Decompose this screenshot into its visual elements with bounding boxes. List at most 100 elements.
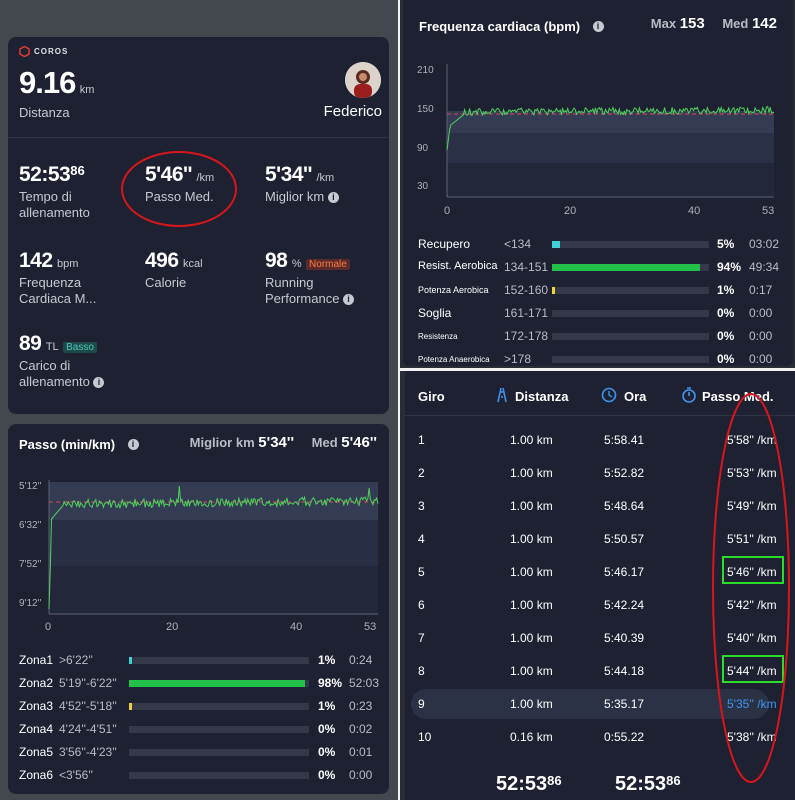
table-row[interactable]: 5 1.00 km 5:46.17 5'46'' /km <box>405 557 789 587</box>
green-box-annotation <box>722 655 784 683</box>
total-time-small: 86 <box>547 773 562 788</box>
pace-avg-label: Med <box>311 435 338 450</box>
right-panel-divider <box>400 368 795 371</box>
table-row[interactable]: 10 0.16 km 0:55.22 5'38'' /km <box>405 722 789 752</box>
performance-stat: 98 % Normale Running Performance i <box>265 249 375 307</box>
avatar[interactable] <box>345 62 381 98</box>
zone-bar-fill <box>552 287 555 294</box>
pace-header-stats: Miglior km 5'34'' Med 5'46'' <box>190 434 377 451</box>
lap-pace: 5'53'' /km <box>727 466 777 480</box>
hr-zone-row[interactable]: Resist. Aerobica 134-151 94% 49:34 <box>403 256 793 279</box>
info-icon[interactable]: i <box>127 439 139 451</box>
zone-name: Recupero <box>418 237 471 251</box>
zone-percent: 1% <box>717 283 735 297</box>
time-value-small: 86 <box>70 163 85 178</box>
hr-zones-list: Recupero <134 5% 03:02 Resist. Aerobica 134-… <box>403 233 793 366</box>
stopwatch-icon <box>682 387 696 403</box>
zone-bar <box>129 749 309 756</box>
pace-zone-row[interactable]: Zona4 4'24''-4'51'' 0% 0:02 <box>8 718 389 741</box>
lap-pace: 5'44'' /km <box>727 664 777 678</box>
hr-unit: bpm <box>57 258 79 270</box>
avg-pace-label: Passo Med. <box>145 189 214 204</box>
user-name: Federico <box>323 103 382 120</box>
lap-number: 3 <box>418 499 425 513</box>
zone-bar <box>552 333 709 340</box>
lap-number: 6 <box>418 598 425 612</box>
zone-percent: 0% <box>717 352 735 366</box>
col-time: Ora <box>624 389 647 404</box>
lap-time: 5:52.82 <box>604 466 645 480</box>
zone-percent: 5% <box>717 237 735 251</box>
zone-bar <box>129 703 309 710</box>
hr-zone-row[interactable]: Potenza Aerobica 152-160 1% 0:17 <box>403 279 793 302</box>
hr-zone-row[interactable]: Recupero <134 5% 03:02 <box>403 233 793 256</box>
pace-zone-band <box>49 566 378 614</box>
pace-zone-row[interactable]: Zona2 5'19''-6'22'' 98% 52:03 <box>8 672 389 695</box>
hr-y-tick: 30 <box>417 181 429 192</box>
hr-zone-row[interactable]: Soglia 161-171 0% 0:00 <box>403 302 793 325</box>
coros-logo-icon <box>19 46 30 57</box>
lap-distance: 1.00 km <box>510 499 553 513</box>
zone-range: <3'56'' <box>59 768 93 782</box>
hr-value: 142 <box>19 249 53 272</box>
lap-pace: 5'38'' /km <box>727 730 777 744</box>
time-label: Tempo di allenamento <box>19 189 90 220</box>
best-km-stat: 5'34'' /km Miglior km i <box>265 163 339 205</box>
zone-name: Zona2 <box>19 676 54 690</box>
zone-name: Potenza Aerobica <box>418 285 489 295</box>
hr-y-tick: 150 <box>417 104 434 115</box>
zone-time: 0:00 <box>349 768 373 782</box>
zone-percent: 0% <box>318 768 336 782</box>
pace-title: Passo (min/km) <box>19 437 116 452</box>
zone-percent: 0% <box>717 306 735 320</box>
zone-range: 161-171 <box>504 306 549 320</box>
info-icon[interactable]: i <box>93 377 105 389</box>
zone-name: Potenza Anaerobica <box>418 355 490 364</box>
pace-x-tick: 40 <box>290 621 303 633</box>
total-time-2: 52:5386 <box>615 773 681 796</box>
info-icon[interactable]: i <box>592 21 604 33</box>
summary-panel: COROS 9.16 km Distanza Federico 52:5386 … <box>8 37 389 414</box>
pace-zone-row[interactable]: Zona3 4'52''-5'18'' 1% 0:23 <box>8 695 389 718</box>
lap-time: 5:50.57 <box>604 532 645 546</box>
hr-stat: 142 bpm Frequenza Cardiaca M... <box>19 249 119 307</box>
lap-number: 7 <box>418 631 425 645</box>
hr-label: Frequenza Cardiaca M... <box>19 275 97 306</box>
table-row[interactable]: 4 1.00 km 5:50.57 5'51'' /km <box>405 524 789 554</box>
table-row[interactable]: 2 1.00 km 5:52.82 5'53'' /km <box>405 458 789 488</box>
info-icon[interactable]: i <box>343 294 355 306</box>
info-icon[interactable]: i <box>327 192 339 204</box>
green-box-annotation <box>722 556 784 584</box>
hr-series-line <box>446 105 775 151</box>
best-km-label: Miglior km <box>265 189 325 204</box>
table-row[interactable]: 6 1.00 km 5:42.24 5'42'' /km <box>405 590 789 620</box>
zone-bar-fill <box>552 241 560 248</box>
table-row[interactable]: 1 1.00 km 5:58.41 5'58'' /km <box>405 425 789 455</box>
hr-y-tick: 90 <box>417 143 429 154</box>
lap-number: 1 <box>418 433 425 447</box>
table-row[interactable]: 7 1.00 km 5:40.39 5'40'' /km <box>405 623 789 653</box>
hr-zone-row[interactable]: Resistenza 172-178 0% 0:00 <box>403 325 793 348</box>
zone-range: 4'52''-5'18'' <box>59 699 117 713</box>
pace-zone-row[interactable]: Zona5 3'56''-4'23'' 0% 0:01 <box>8 741 389 764</box>
table-row-highlighted[interactable]: 9 1.00 km 5:35.17 5'35'' /km <box>411 689 777 719</box>
zone-percent: 0% <box>318 722 336 736</box>
best-km-value: 5'34'' <box>265 163 313 186</box>
status-badge-basso: Basso <box>63 342 97 353</box>
pace-zone-row[interactable]: Zona6 <3'56'' 0% 0:00 <box>8 764 389 787</box>
performance-value: 98 <box>265 249 288 272</box>
zone-range: <134 <box>504 237 532 251</box>
pace-avg-value: 5'46'' <box>341 434 377 451</box>
table-row[interactable]: 8 1.00 km 5:44.18 5'44'' /km <box>405 656 789 686</box>
hr-zone-row[interactable]: Potenza Anaerobica >178 0% 0:00 <box>403 348 793 366</box>
pace-zone-row[interactable]: Zona1 >6'22'' 1% 0:24 <box>8 649 389 672</box>
zone-name: Zona3 <box>19 699 54 713</box>
table-row[interactable]: 3 1.00 km 5:48.64 5'49'' /km <box>405 491 789 521</box>
training-load-label: Carico di allenamento <box>19 358 90 389</box>
zone-name: Resistenza <box>418 332 458 341</box>
lap-table: 1 1.00 km 5:58.41 5'58'' /km 2 1.00 km 5:52.8… <box>405 425 795 755</box>
zone-time: 0:17 <box>749 283 773 297</box>
total-time: 52:5386 <box>496 773 562 796</box>
training-load-stat: 89 TL Basso Carico di allenamento i <box>19 332 119 390</box>
pace-x-tick: 20 <box>166 621 179 633</box>
